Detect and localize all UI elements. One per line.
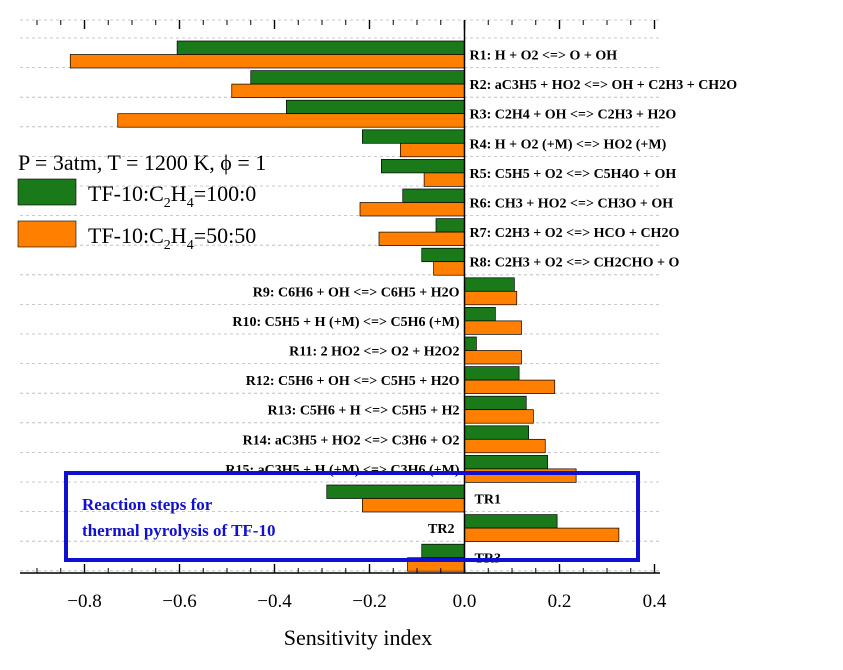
bar-1-12 — [464, 366, 520, 381]
reaction-label: TR1 — [475, 493, 501, 508]
legend-label-series-2: TF-10:C2H4=50:50 — [88, 223, 256, 253]
reaction-label: R14: aC3H5 + HO2 <=> C3H6 + O2 — [243, 433, 460, 448]
bar-2-8 — [433, 261, 465, 276]
reaction-label: TR2 — [428, 522, 454, 537]
reaction-label: R6: CH3 + HO2 <=> CH3O + OH — [470, 197, 674, 212]
bar-1-1 — [176, 40, 465, 55]
annotation-line-1: Reaction steps for — [82, 495, 213, 514]
bar-2-16 — [362, 498, 465, 513]
bars-layer — [69, 40, 620, 572]
bar-2-6 — [359, 202, 465, 217]
bar-1-7 — [435, 218, 465, 233]
bar-2-4 — [400, 142, 465, 158]
bar-2-15 — [464, 468, 577, 483]
bar-1-18 — [421, 543, 465, 559]
reaction-label: R2: aC3H5 + HO2 <=> OH + C2H3 + CH2O — [470, 78, 738, 93]
bar-2-14 — [464, 438, 546, 454]
x-tick-label: 0.0 — [453, 591, 477, 612]
bar-1-13 — [464, 395, 527, 411]
x-tick-label: 0.2 — [548, 591, 572, 612]
legend: TF-10:C2H4=100:0 TF-10:C2H4=50:50 — [17, 178, 256, 253]
bar-2-5 — [423, 172, 465, 187]
bar-1-9 — [464, 277, 515, 292]
bar-1-2 — [250, 70, 465, 85]
reaction-label: R3: C2H4 + OH <=> C2H3 + H2O — [470, 108, 677, 123]
bar-2-11 — [464, 350, 522, 365]
bar-2-3 — [117, 113, 465, 128]
bar-2-9 — [464, 290, 518, 306]
bar-1-8 — [421, 247, 465, 263]
bar-2-7 — [378, 231, 465, 246]
bar-1-5 — [381, 159, 465, 174]
reaction-label: R11: 2 HO2 <=> O2 + H2O2 — [289, 345, 459, 360]
bar-2-10 — [464, 320, 522, 335]
legend-label-series-1: TF-10:C2H4=100:0 — [88, 181, 256, 211]
bar-2-2 — [231, 83, 465, 98]
reaction-label: R10: C5H5 + H (+M) <=> C5H6 (+M) — [232, 315, 459, 330]
bar-2-1 — [69, 54, 465, 69]
reaction-labels-layer: R1: H + O2 <=> O + OH R2: aC3H5 + HO2 <=>… — [225, 49, 737, 567]
x-tick-label: −0.2 — [352, 591, 386, 612]
x-axis-title: Sensitivity index — [284, 625, 433, 650]
bar-1-6 — [402, 188, 465, 203]
reaction-label: R15: aC3H5 + H (+M) <=> C3H6 (+M) — [225, 463, 459, 478]
reaction-label: R8: C2H3 + O2 <=> CH2CHO + O — [470, 256, 680, 271]
bar-1-3 — [286, 99, 465, 115]
bar-1-17 — [464, 514, 558, 529]
bar-2-13 — [464, 409, 534, 424]
bar-1-4 — [362, 129, 465, 144]
reaction-label: R5: C5H5 + O2 <=> C5H4O + OH — [470, 167, 677, 182]
bar-2-12 — [464, 379, 556, 394]
annotation-box — [64, 471, 640, 562]
reaction-label: R9: C6H6 + OH <=> C6H5 + H2O — [253, 285, 460, 300]
x-tick-label: 0.4 — [643, 591, 667, 612]
annotation-line-2: thermal pyrolysis of TF-10 — [82, 521, 275, 540]
bar-1-10 — [464, 307, 496, 322]
reaction-label: R1: H + O2 <=> O + OH — [470, 49, 618, 64]
condition-text: P = 3atm, T = 1200 K, ϕ = 1 — [18, 150, 266, 175]
x-tick-label: −0.6 — [162, 591, 196, 612]
reaction-label: R7: C2H3 + O2 <=> HCO + CH2O — [470, 226, 680, 241]
x-tick-label: −0.8 — [67, 591, 101, 612]
x-tick-label: −0.4 — [257, 591, 292, 612]
legend-swatch-series-1 — [17, 178, 77, 206]
reaction-label: R12: C5H6 + OH <=> C5H5 + H2O — [246, 374, 460, 389]
bar-1-16 — [326, 484, 465, 499]
bar-1-14 — [464, 425, 529, 440]
reaction-label: R4: H + O2 (+M) <=> HO2 (+M) — [470, 137, 667, 152]
bar-1-15 — [464, 455, 548, 470]
bar-1-11 — [464, 336, 477, 351]
reaction-label: R13: C5H6 + H <=> C5H5 + H2 — [268, 404, 460, 419]
legend-swatch-series-2 — [17, 220, 77, 248]
axes-layer: −0.8 −0.6 −0.4 −0.2 0.0 0.2 0.4 — [20, 20, 667, 612]
bar-2-17 — [464, 527, 620, 542]
